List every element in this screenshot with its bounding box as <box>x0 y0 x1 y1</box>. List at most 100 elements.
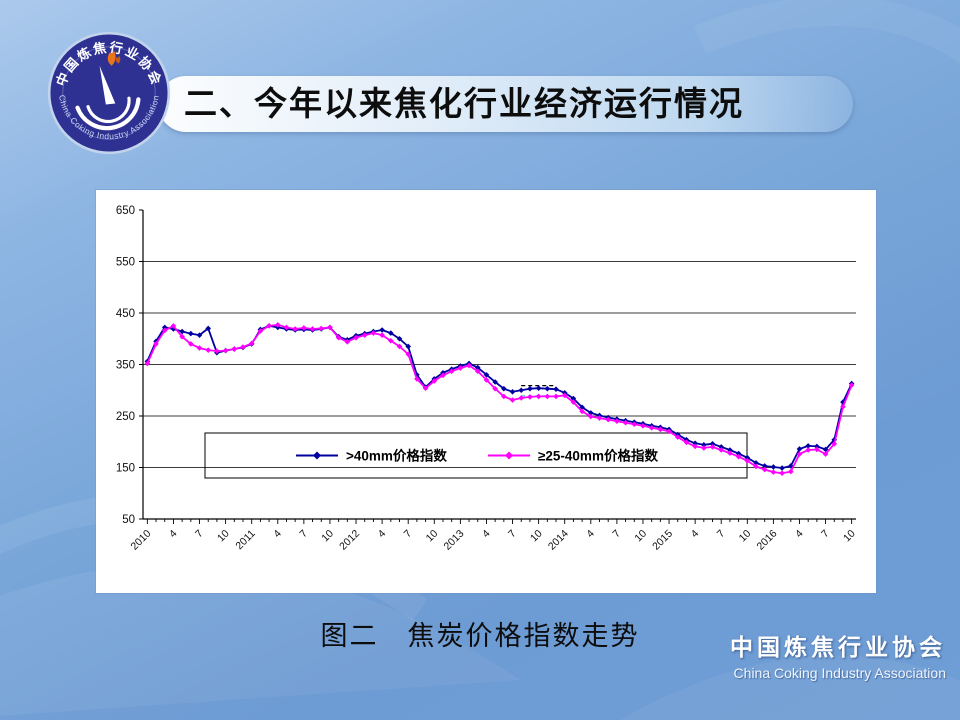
x-tick-label: 7 <box>402 528 415 541</box>
data-point-marker <box>457 365 464 371</box>
data-point-marker <box>701 442 707 448</box>
data-point-marker <box>666 428 672 435</box>
legend-box <box>204 432 748 479</box>
data-point-marker <box>735 450 742 457</box>
data-point-marker <box>361 332 368 338</box>
data-point-marker <box>822 446 829 453</box>
data-point-marker <box>396 335 403 342</box>
data-point-marker <box>587 410 594 416</box>
data-point-marker <box>248 340 255 347</box>
data-point-marker <box>692 443 698 450</box>
x-tick-label: 7 <box>297 528 310 541</box>
x-tick-label: 10 <box>737 528 754 545</box>
data-point-marker <box>414 372 420 378</box>
data-point-marker <box>553 386 559 393</box>
logo-emblem <box>75 49 141 131</box>
y-tick-label: 450 <box>116 308 135 320</box>
data-point-marker <box>622 419 629 426</box>
data-point-marker <box>474 364 481 371</box>
data-point-marker <box>492 379 498 385</box>
legend-swatch-marker <box>505 451 513 460</box>
data-point-marker <box>727 447 733 453</box>
x-tick-label: 2010 <box>128 528 153 553</box>
y-tick-label: 650 <box>116 205 135 217</box>
data-point-marker <box>814 446 820 453</box>
x-tick-label: 4 <box>793 528 806 541</box>
data-point-marker <box>274 322 281 328</box>
x-tick-label: 2015 <box>650 528 675 553</box>
data-point-marker <box>805 447 811 453</box>
data-point-marker <box>170 323 177 329</box>
data-point-marker <box>570 399 577 405</box>
data-point-marker <box>718 444 725 450</box>
data-point-marker <box>727 450 733 456</box>
data-point-marker <box>701 445 707 451</box>
flame-icon <box>107 49 116 66</box>
data-point-marker <box>787 468 794 475</box>
data-point-marker <box>544 393 551 400</box>
data-point-marker <box>761 463 768 469</box>
x-tick-label: 4 <box>584 528 597 541</box>
data-point-marker <box>718 447 725 453</box>
data-point-marker <box>205 347 212 353</box>
data-point-marker <box>161 324 168 331</box>
data-point-marker <box>188 330 194 337</box>
data-point-marker <box>483 377 490 383</box>
data-point-marker <box>179 333 185 340</box>
legend-label: ≥25-40mm价格指数 <box>538 448 658 464</box>
legend-label: >40mm价格指数 <box>346 448 447 464</box>
association-logo-icon: 中国炼焦行业协会 China Coking Industry Associati… <box>47 31 171 155</box>
data-point-marker <box>770 464 777 470</box>
data-point-marker <box>709 444 716 450</box>
footer-brand-en: China Coking Industry Association <box>733 665 946 681</box>
x-tick-label: 2016 <box>755 528 780 553</box>
data-point-marker <box>535 393 542 400</box>
data-point-marker <box>170 326 177 332</box>
chart-panel: 650 550 450 350 250 150 50 2010 4 7 10 2011 4 7 10 2012… <box>96 190 876 593</box>
data-point-marker <box>257 328 264 334</box>
data-point-marker <box>518 387 525 394</box>
data-point-marker <box>492 385 498 392</box>
data-point-marker <box>831 436 838 443</box>
x-tick-label: 7 <box>610 528 623 541</box>
data-point-marker <box>414 376 420 382</box>
x-tick-label: 2011 <box>233 528 258 553</box>
data-point-marker <box>205 325 212 332</box>
data-point-marker <box>231 346 238 352</box>
title-banner: 二、今年以来焦化行业经济运行情况 <box>158 76 853 132</box>
data-point-marker <box>570 395 577 402</box>
data-point-marker <box>683 439 690 446</box>
x-tick-label: 2013 <box>441 528 466 553</box>
y-tick-label: 150 <box>116 463 135 475</box>
data-point-marker <box>240 344 246 350</box>
data-point-marker <box>283 324 290 331</box>
x-tick-label: 10 <box>632 528 649 545</box>
data-point-marker <box>335 334 342 341</box>
data-point-marker <box>753 463 759 470</box>
data-point-marker <box>840 403 846 410</box>
x-tick-label: 10 <box>319 528 336 545</box>
data-point-marker <box>561 392 568 399</box>
x-tick-label: 7 <box>506 528 519 541</box>
data-point-marker <box>379 327 385 333</box>
data-point-marker <box>144 360 151 367</box>
x-tick-label: 7 <box>819 528 832 541</box>
data-point-marker <box>674 434 681 440</box>
x-tick-label: 7 <box>715 528 728 541</box>
x-tick-label: 4 <box>167 528 180 541</box>
data-point-marker <box>483 372 490 378</box>
data-point-marker <box>822 451 829 457</box>
x-tick-label: 10 <box>528 528 545 545</box>
x-tick-label: 4 <box>689 528 702 541</box>
data-point-marker <box>544 385 551 392</box>
data-point-marker <box>327 324 333 331</box>
data-point-marker <box>396 343 403 350</box>
data-point-marker <box>779 465 785 471</box>
data-point-marker <box>509 397 516 403</box>
footer-brand: 中国炼焦行业协会 China Coking Industry Associati… <box>730 628 946 681</box>
x-tick-label: 10 <box>424 528 441 545</box>
data-point-marker <box>579 408 585 415</box>
data-point-marker <box>196 332 203 338</box>
